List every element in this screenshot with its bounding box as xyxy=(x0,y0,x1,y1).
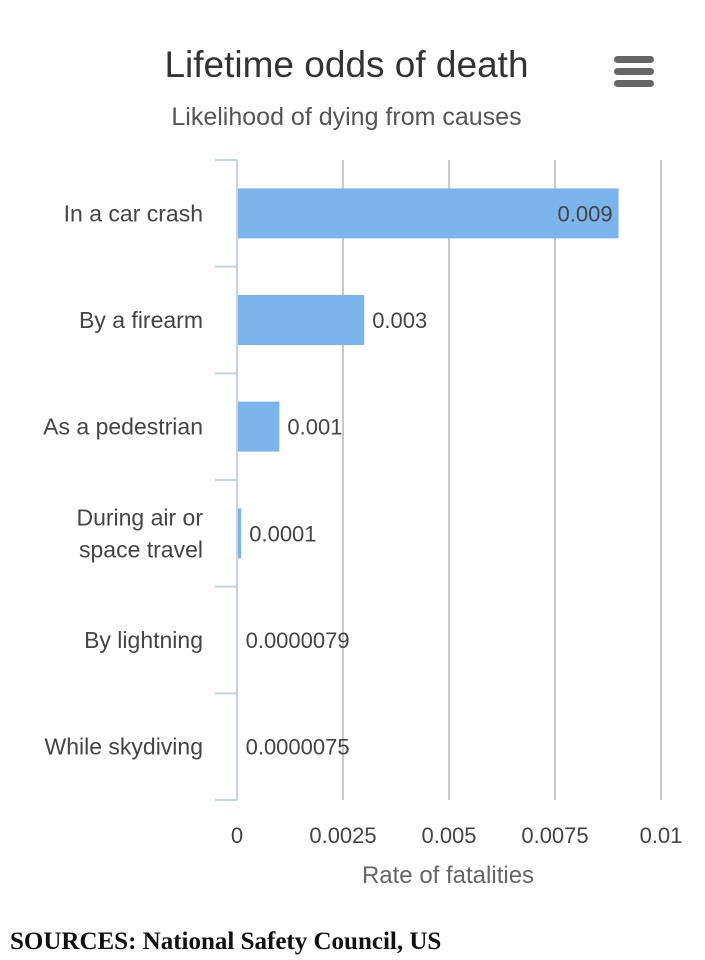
bar xyxy=(237,295,365,345)
gridlines xyxy=(342,160,662,800)
category-label: During air or xyxy=(76,504,203,530)
bars xyxy=(237,188,619,772)
data-label: 0.001 xyxy=(287,415,342,440)
category-label: space travel xyxy=(79,536,203,562)
hamburger-icon-bar xyxy=(614,68,654,75)
hamburger-icon-bar xyxy=(614,80,654,87)
data-label: 0.0001 xyxy=(249,521,316,546)
bar xyxy=(237,401,280,452)
hamburger-icon-bar xyxy=(614,56,654,63)
category-label: As a pedestrian xyxy=(43,414,203,440)
data-label: 0.0000079 xyxy=(246,628,350,653)
chart-subtitle: Likelihood of dying from causes xyxy=(171,103,522,131)
category-label: By lightning xyxy=(84,627,203,653)
bar xyxy=(237,188,619,239)
data-label: 0.009 xyxy=(558,201,613,226)
x-tick-label: 0.0025 xyxy=(309,823,376,848)
y-axis xyxy=(215,159,238,801)
data-label: 0.003 xyxy=(372,308,427,333)
labels: 0 0.0025 0.005 0.0075 0.01 In a car crash 0.00… xyxy=(43,200,682,848)
chart-menu-button[interactable] xyxy=(612,56,656,92)
chart-title: Lifetime odds of death xyxy=(164,44,529,85)
source-note: SOURCES: National Safety Council, US xyxy=(10,928,442,955)
x-tick-label: 0 xyxy=(231,823,243,848)
x-tick-label: 0.01 xyxy=(640,823,683,848)
bar-chart: 0 0.0025 0.005 0.0075 0.01 In a car crash 0.00… xyxy=(43,159,682,889)
x-tick-label: 0.0075 xyxy=(521,823,588,848)
data-label: 0.0000075 xyxy=(246,735,350,760)
x-axis-title: Rate of fatalities xyxy=(362,862,534,889)
category-label: While skydiving xyxy=(45,734,204,760)
category-label: In a car crash xyxy=(64,200,203,226)
bar xyxy=(237,508,242,559)
category-label: By a firearm xyxy=(79,307,203,333)
x-tick-label: 0.005 xyxy=(421,823,476,848)
